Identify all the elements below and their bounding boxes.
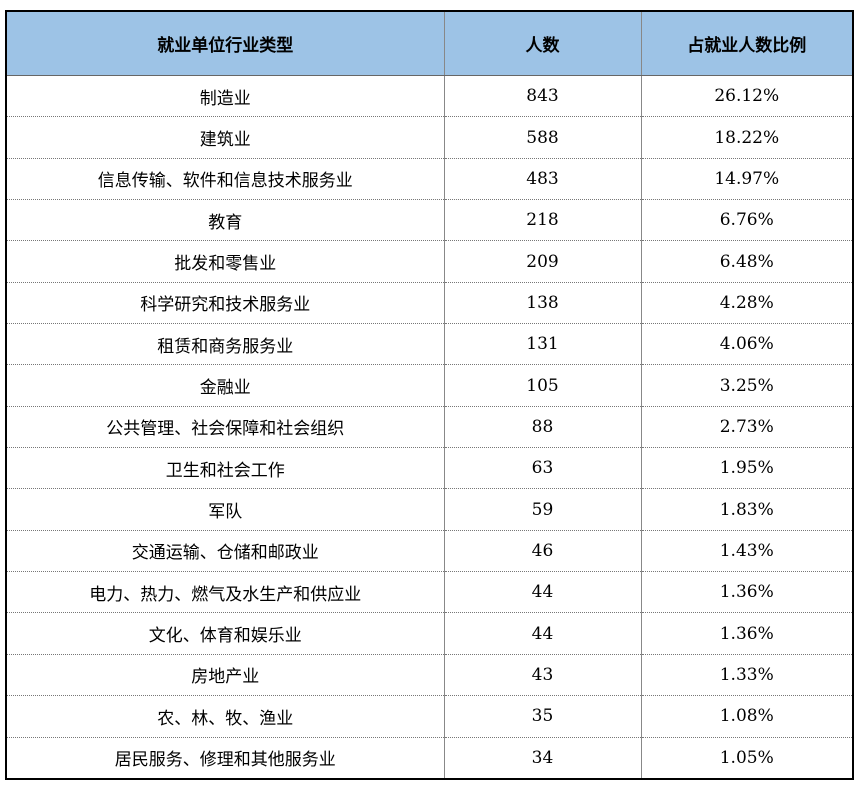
table-cell: 卫生和社会工作 — [6, 447, 445, 490]
table-cell: 1.43% — [641, 530, 853, 573]
table-cell: 6.76% — [641, 199, 853, 242]
table-row: 军队 59 1.83% — [6, 488, 853, 531]
table-cell: 建筑业 — [6, 116, 445, 159]
table-row: 金融业 105 3.25% — [6, 364, 853, 407]
table-cell: 科学研究和技术服务业 — [6, 282, 445, 325]
table-row: 教育 218 6.76% — [6, 199, 853, 242]
employment-table: 就业单位行业类型 人数 占就业人数比例 制造业 843 26.12% 建筑业 588 18.2… — [5, 10, 854, 780]
table-cell: 26.12% — [641, 75, 853, 118]
table-cell: 6.48% — [641, 240, 853, 283]
table-row: 公共管理、社会保障和社会组织 88 2.73% — [6, 406, 853, 449]
table-cell: 军队 — [6, 488, 445, 531]
table-row: 交通运输、仓储和邮政业 46 1.43% — [6, 530, 853, 573]
table-body: 制造业 843 26.12% 建筑业 588 18.22% 信息传输、软件和信息技术服务业 4… — [6, 75, 853, 779]
table-cell: 46 — [444, 530, 642, 573]
table-cell: 14.97% — [641, 158, 853, 201]
table-cell: 59 — [444, 488, 642, 531]
table-row: 农、林、牧、渔业 35 1.08% — [6, 695, 853, 738]
table-cell: 1.08% — [641, 695, 853, 738]
header-cell: 人数 — [444, 11, 642, 76]
table-cell: 843 — [444, 75, 642, 118]
table-row: 租赁和商务服务业 131 4.06% — [6, 323, 853, 366]
table-cell: 44 — [444, 612, 642, 655]
header-cell: 占就业人数比例 — [641, 11, 853, 76]
table-row: 建筑业 588 18.22% — [6, 116, 853, 159]
table-row: 房地产业 43 1.33% — [6, 654, 853, 697]
table-cell: 房地产业 — [6, 654, 445, 697]
table-cell: 批发和零售业 — [6, 240, 445, 283]
table-cell: 138 — [444, 282, 642, 325]
table-cell: 105 — [444, 364, 642, 407]
table-cell: 1.36% — [641, 612, 853, 655]
table-cell: 农、林、牧、渔业 — [6, 695, 445, 738]
table-cell: 交通运输、仓储和邮政业 — [6, 530, 445, 573]
table-cell: 1.05% — [719, 747, 774, 768]
table-cell: 218 — [444, 199, 642, 242]
header-cell: 就业单位行业类型 — [6, 11, 445, 76]
table-row: 制造业 843 26.12% — [6, 75, 853, 118]
table-cell: 4.06% — [641, 323, 853, 366]
table-cell: 588 — [444, 116, 642, 159]
table-cell: 教育 — [6, 199, 445, 242]
table-cell: 483 — [444, 158, 642, 201]
table-row: 电力、热力、燃气及水生产和供应业 44 1.36% — [6, 571, 853, 614]
table-cell: 34 — [444, 737, 642, 779]
table-cell: 1.33% — [641, 654, 853, 697]
table-cell: 44 — [444, 571, 642, 614]
table-cell: 制造业 — [6, 75, 445, 118]
table-cell: 43 — [444, 654, 642, 697]
table-cell: 63 — [444, 447, 642, 490]
table-row: 文化、体育和娱乐业 44 1.36% — [6, 612, 853, 655]
table-cell: 1.36% — [641, 571, 853, 614]
header-row: 就业单位行业类型 人数 占就业人数比例 — [6, 11, 853, 76]
table-cell: 2.73% — [641, 406, 853, 449]
table-cell: 金融业 — [6, 364, 445, 407]
table-row: 居民服务、修理和其他服务业 34 1.05% — [6, 737, 853, 779]
table-cell: 电力、热力、燃气及水生产和供应业 — [6, 571, 445, 614]
table-row: 科学研究和技术服务业 138 4.28% — [6, 282, 853, 325]
table-cell: 1.83% — [641, 488, 853, 531]
table-cell: 4.28% — [641, 282, 853, 325]
table-cell: 文化、体育和娱乐业 — [6, 612, 445, 655]
table-cell: 209 — [444, 240, 642, 283]
table-row: 信息传输、软件和信息技术服务业 483 14.97% — [6, 158, 853, 201]
table-cell: 公共管理、社会保障和社会组织 — [6, 406, 445, 449]
table-cell: 18.22% — [641, 116, 853, 159]
table-cell: 35 — [444, 695, 642, 738]
table-cell: 88 — [444, 406, 642, 449]
table-cell: 居民服务、修理和其他服务业 — [6, 737, 445, 779]
table-row: 批发和零售业 209 6.48% — [6, 240, 853, 283]
table-cell: 3.25% — [641, 364, 853, 407]
table-cell: 信息传输、软件和信息技术服务业 — [6, 158, 445, 201]
table-cell: 131 — [444, 323, 642, 366]
table-row: 卫生和社会工作 63 1.95% — [6, 447, 853, 490]
table-cell: 1.95% — [641, 447, 853, 490]
table-cell: 租赁和商务服务业 — [6, 323, 445, 366]
